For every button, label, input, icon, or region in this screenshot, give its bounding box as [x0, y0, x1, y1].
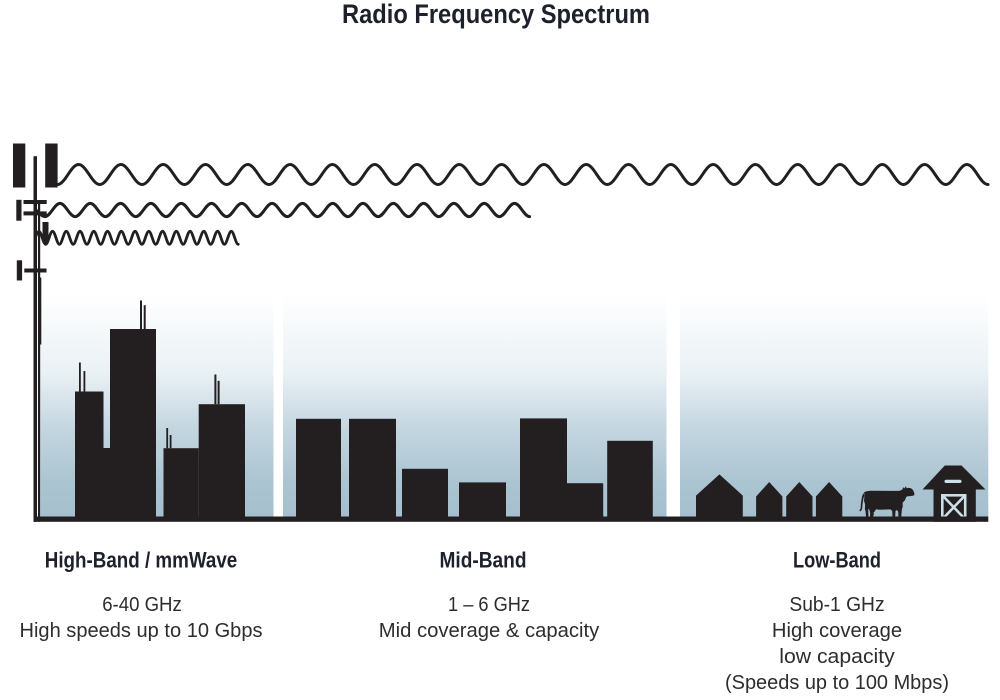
svg-text:1 – 6 GHz: 1 – 6 GHz — [448, 594, 530, 616]
svg-text:Mid coverage & capacity: Mid coverage & capacity — [379, 620, 600, 642]
svg-text:High speeds up to 10 Gbps: High speeds up to 10 Gbps — [20, 620, 263, 642]
svg-text:Low-Band: Low-Band — [793, 548, 881, 573]
svg-text:Sub-1 GHz: Sub-1 GHz — [789, 594, 884, 616]
svg-text:(Speeds up to 100 Mbps): (Speeds up to 100 Mbps) — [725, 672, 949, 694]
svg-text:High-Band / mmWave: High-Band / mmWave — [45, 548, 238, 573]
svg-text:High coverage: High coverage — [772, 620, 902, 642]
svg-text:Mid-Band: Mid-Band — [440, 548, 527, 573]
svg-text:low capacity: low capacity — [779, 646, 895, 668]
svg-text:6-40 GHz: 6-40 GHz — [102, 594, 182, 616]
svg-text:Radio Frequency Spectrum: Radio Frequency Spectrum — [342, 0, 650, 29]
